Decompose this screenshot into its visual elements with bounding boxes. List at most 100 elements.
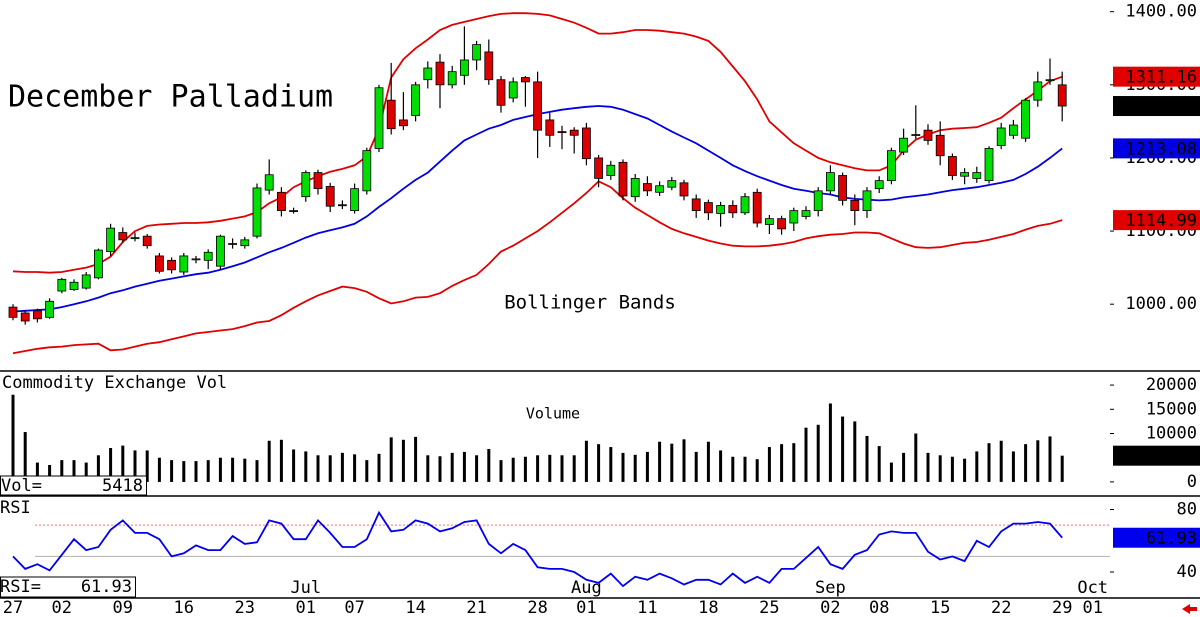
x-tick-label: 08 xyxy=(869,598,889,617)
volume-bar xyxy=(963,458,967,482)
candle-body xyxy=(935,134,945,157)
candle-body xyxy=(594,157,603,179)
volume-bar xyxy=(170,460,174,482)
candle-body xyxy=(240,239,250,247)
volume-bar xyxy=(157,457,161,482)
candle-body xyxy=(850,199,860,211)
volume-bar xyxy=(743,456,747,482)
candle-body xyxy=(94,249,103,279)
volume-bar xyxy=(853,421,857,482)
volume-bar xyxy=(975,451,979,482)
x-tick-label: 27 xyxy=(3,598,23,617)
candle-body xyxy=(1009,124,1018,136)
readout-value: 61.93 xyxy=(81,577,132,597)
volume-bar xyxy=(938,455,942,482)
volume-bar xyxy=(96,455,100,482)
candle-body xyxy=(874,180,884,190)
candle-body xyxy=(142,235,152,247)
x-tick-label: 18 xyxy=(698,598,718,617)
x-tick-label: 28 xyxy=(527,598,547,617)
candle-body xyxy=(215,235,225,267)
candle-body xyxy=(362,150,372,192)
volume-bar xyxy=(182,461,186,482)
candle-body xyxy=(228,243,238,245)
volume-bar xyxy=(780,444,784,482)
candle-body xyxy=(435,61,445,86)
candle-body xyxy=(203,251,213,261)
readout-label: RSI= xyxy=(0,577,41,597)
candle-body xyxy=(20,312,30,322)
candle-body xyxy=(557,131,567,134)
month-label: Aug xyxy=(571,578,602,598)
candle-body xyxy=(1021,99,1030,139)
value-readout: 5418 xyxy=(1156,447,1197,467)
candle-body xyxy=(106,227,115,252)
candle-body xyxy=(740,196,750,214)
candle-body xyxy=(179,255,189,273)
candle-body xyxy=(948,156,957,176)
candle-body xyxy=(691,198,701,211)
candle-body xyxy=(813,190,823,211)
volume-bar xyxy=(231,457,235,482)
volume-bar xyxy=(658,441,662,482)
volume-bar xyxy=(194,461,198,482)
candle-body xyxy=(118,232,128,241)
panel-title: Commodity Exchange Vol xyxy=(2,373,227,393)
candle-body xyxy=(887,150,896,182)
volume-bar xyxy=(377,453,381,482)
volume-bar xyxy=(353,454,357,482)
rsi-line xyxy=(12,510,1063,588)
candle-body xyxy=(8,306,18,318)
x-tick-label: 01 xyxy=(576,598,596,617)
volume-bar xyxy=(279,439,283,482)
candle-body xyxy=(862,190,872,211)
x-tick-label: 02 xyxy=(820,598,840,617)
x-tick-label: 01 xyxy=(296,598,316,617)
volume-bar xyxy=(511,457,515,482)
candle-body xyxy=(606,164,616,176)
volume-bar xyxy=(670,443,674,482)
y-tick-label: 1000.00 xyxy=(1125,294,1197,314)
volume-bar xyxy=(548,454,552,482)
candle-body xyxy=(618,161,628,197)
value-readout: 61.93 xyxy=(1146,529,1197,549)
x-tick-label: 21 xyxy=(466,598,486,617)
candle-body xyxy=(191,258,201,261)
value-readout: 1271.00 xyxy=(1125,97,1197,117)
volume-bar xyxy=(255,460,259,482)
candle-body xyxy=(398,119,408,127)
candle-body xyxy=(655,185,664,193)
candle-body xyxy=(301,172,311,198)
volume-bar xyxy=(35,462,39,482)
volume-bar xyxy=(11,394,15,482)
volume-bar xyxy=(218,457,222,482)
x-tick-label: 15 xyxy=(930,598,950,617)
volume-bar xyxy=(633,454,637,482)
volume-bar xyxy=(60,460,64,482)
candle-body xyxy=(81,274,91,289)
volume-bar xyxy=(121,445,125,482)
readout-box xyxy=(0,576,136,598)
candle-body xyxy=(33,310,42,320)
volume-bar xyxy=(597,444,601,482)
volume-bar xyxy=(792,443,796,482)
value-readout: 1213.08 xyxy=(1125,139,1197,159)
readout-box xyxy=(0,475,147,496)
candle-body xyxy=(337,204,347,207)
month-label: Sep xyxy=(815,578,846,598)
candle-body xyxy=(826,172,835,192)
volume-bar xyxy=(84,462,88,482)
x-tick-label: 09 xyxy=(113,598,133,617)
x-tick-label: 25 xyxy=(759,598,779,617)
candle-body xyxy=(521,77,530,83)
month-label: Jul xyxy=(290,578,321,598)
candle-body xyxy=(716,205,725,214)
candle-body xyxy=(386,99,396,130)
candle-body xyxy=(447,71,457,86)
volume-bar xyxy=(804,427,808,482)
value-readout-box xyxy=(1113,96,1200,117)
x-tick-label: 02 xyxy=(52,598,72,617)
y-tick-label: 20000 xyxy=(1146,375,1197,395)
chart-title: December Palladium xyxy=(8,80,333,115)
